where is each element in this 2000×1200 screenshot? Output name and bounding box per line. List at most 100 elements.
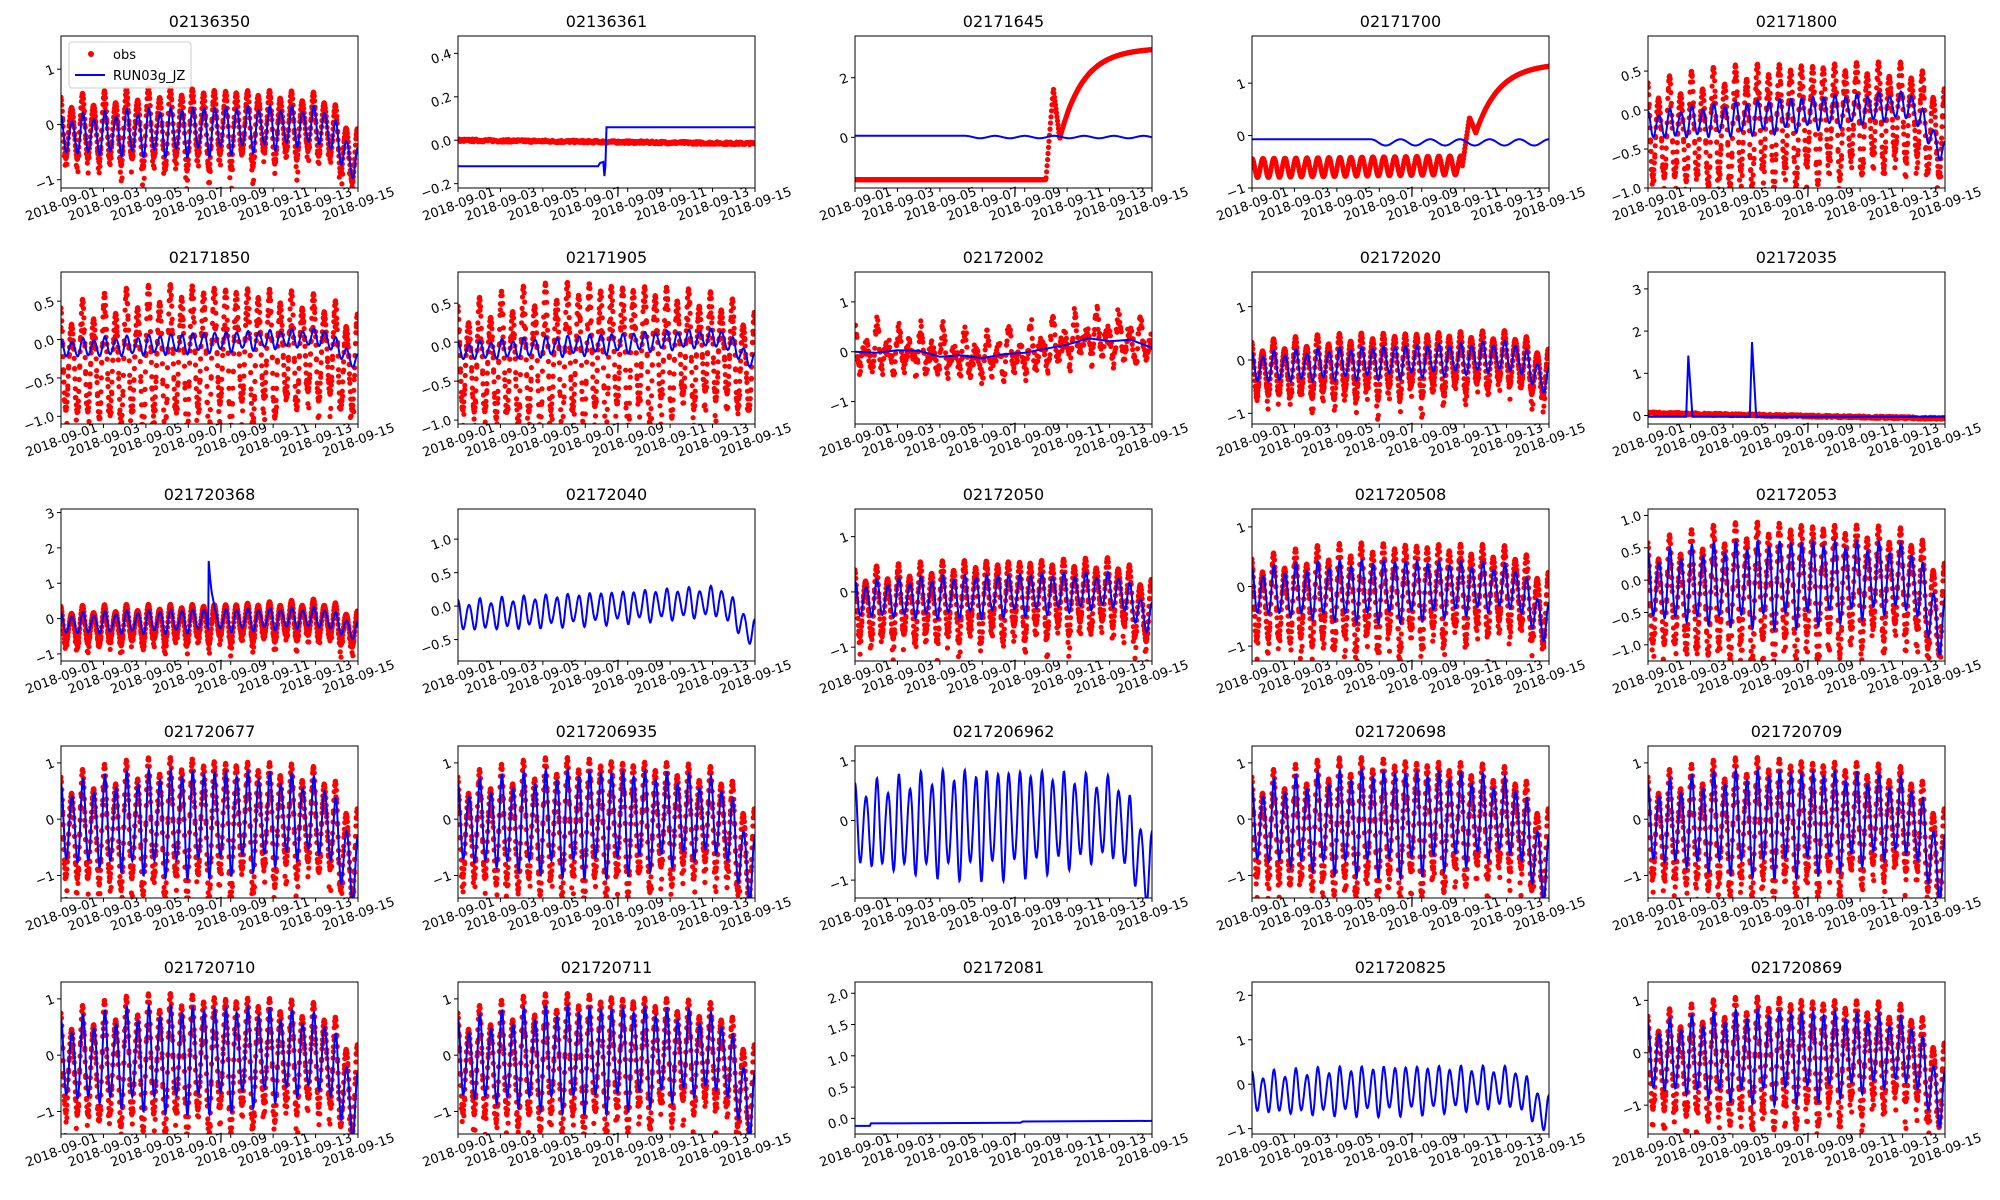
- obs-point: [80, 305, 87, 311]
- obs-point: [76, 388, 82, 394]
- obs-point: [1795, 152, 1801, 158]
- obs-point: [1762, 136, 1768, 142]
- obs-point: [306, 379, 312, 386]
- obs-point: [1917, 100, 1923, 106]
- obs-point: [141, 163, 147, 169]
- legend-obs-marker: [88, 51, 94, 57]
- obs-point: [234, 296, 240, 302]
- obs-point: [108, 410, 114, 416]
- obs-point: [1718, 146, 1724, 152]
- obs-point: [1652, 154, 1658, 160]
- obs-point: [132, 354, 138, 360]
- obs-point: [185, 418, 191, 424]
- obs-point: [1046, 138, 1052, 144]
- obs-point: [1043, 175, 1049, 181]
- obs-point: [166, 101, 172, 107]
- obs-point: [80, 96, 87, 102]
- obs-point: [1757, 127, 1763, 134]
- obs-point: [70, 331, 76, 337]
- obs-point: [157, 303, 163, 309]
- obs-point: [130, 403, 136, 409]
- obs-point: [220, 352, 226, 358]
- obs-point: [147, 301, 153, 307]
- obs-point: [1838, 171, 1844, 178]
- obs-point: [114, 103, 120, 109]
- obs-point: [1668, 90, 1674, 96]
- obs-point: [1728, 189, 1733, 194]
- obs-point: [147, 95, 153, 101]
- obs-point: [141, 427, 146, 432]
- obs-point: [1648, 139, 1654, 145]
- obs-point: [1760, 180, 1766, 186]
- obs-point: [296, 365, 302, 371]
- obs-point: [1799, 75, 1805, 81]
- obs-point: [1750, 180, 1756, 186]
- obs-point: [223, 295, 230, 301]
- obs-point: [142, 386, 148, 392]
- obs-point: [1827, 144, 1833, 150]
- obs-point: [1835, 132, 1841, 138]
- obs-point: [136, 312, 142, 318]
- obs-point: [175, 380, 181, 386]
- obs-point: [278, 99, 284, 105]
- obs-point: [1707, 153, 1713, 159]
- obs-point: [208, 391, 214, 397]
- obs-point: [1876, 64, 1882, 70]
- obs-point: [203, 366, 210, 372]
- obs-point: [274, 372, 280, 378]
- obs-point: [1711, 70, 1717, 76]
- obs-point: [137, 358, 143, 365]
- obs-point: [262, 387, 268, 393]
- legend-obs-label: obs: [113, 48, 136, 63]
- obs-point: [105, 384, 111, 390]
- obs-point: [1701, 97, 1707, 104]
- obs-point: [171, 376, 177, 382]
- obs-point: [1883, 145, 1889, 151]
- obs-point: [185, 411, 191, 417]
- obs-point: [328, 388, 334, 394]
- obs-point: [1756, 79, 1762, 85]
- obs-point: [1751, 160, 1757, 167]
- obs-point: [259, 375, 265, 381]
- obs-point: [195, 163, 202, 169]
- obs-point: [295, 389, 301, 395]
- obs-point: [120, 392, 126, 398]
- obs-point: [152, 401, 158, 407]
- obs-point: [102, 302, 109, 308]
- obs-point: [102, 95, 109, 101]
- obs-point: [257, 309, 263, 315]
- obs-point: [1909, 82, 1915, 88]
- obs-point: [1651, 160, 1657, 166]
- obs-point: [318, 360, 324, 366]
- obs-point: [1866, 90, 1872, 96]
- obs-point: [64, 399, 70, 405]
- obs-point: [1824, 127, 1830, 133]
- obs-point: [97, 156, 103, 162]
- obs-point: [69, 326, 76, 332]
- obs-point: [1920, 70, 1926, 77]
- obs-point: [256, 96, 262, 103]
- obs-point: [1816, 177, 1822, 183]
- obs-point: [1656, 99, 1663, 105]
- obs-point: [219, 366, 225, 372]
- obs-point: [1861, 134, 1867, 140]
- obs-point: [240, 150, 246, 156]
- obs-point: [1817, 146, 1823, 152]
- obs-point: [107, 161, 113, 168]
- obs-point: [268, 322, 274, 328]
- obs-point: [1717, 159, 1723, 165]
- obs-point: [1865, 77, 1871, 83]
- obs-point: [212, 287, 218, 293]
- obs-point: [248, 386, 254, 392]
- y-tick-label: 1: [1235, 77, 1248, 94]
- obs-point: [1914, 165, 1920, 171]
- obs-point: [259, 363, 265, 369]
- obs-point: [130, 396, 136, 402]
- obs-point: [240, 390, 246, 396]
- obs-point: [239, 422, 245, 424]
- obs-point: [197, 368, 203, 374]
- obs-point: [1900, 124, 1906, 130]
- obs-point: [187, 323, 193, 329]
- obs-point: [1877, 71, 1883, 77]
- obs-point: [340, 171, 346, 177]
